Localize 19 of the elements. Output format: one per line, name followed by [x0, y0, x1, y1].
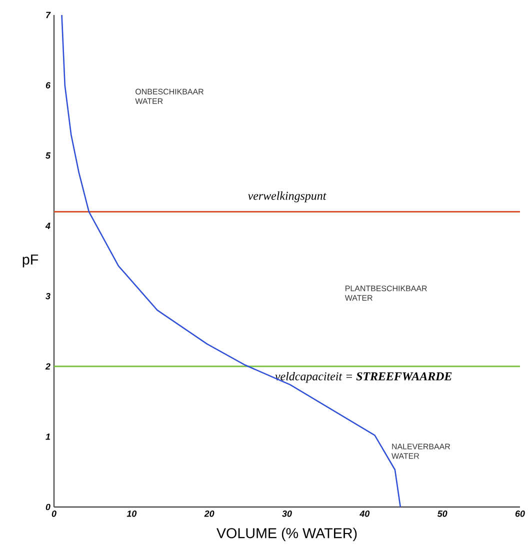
- x-tick-label: 0: [52, 510, 56, 517]
- y-tick-label: 7: [46, 12, 51, 18]
- y-tick-label: 1: [46, 434, 50, 440]
- y-tick-label: 0: [46, 504, 50, 510]
- ref-line-label: verwelkingspunt: [248, 191, 326, 202]
- y-tick-label: 4: [45, 222, 50, 229]
- x-tick-label: 40: [360, 510, 370, 517]
- y-tick-label: 2: [45, 363, 50, 370]
- x-tick-label: 60: [515, 510, 525, 517]
- x-tick-label: 50: [437, 510, 448, 517]
- x-tick-label: 20: [204, 510, 214, 517]
- y-tick-label: 6: [46, 82, 51, 88]
- y-tick-label: 5: [46, 152, 51, 159]
- x-axis-title: VOLUME (% WATER): [216, 528, 357, 542]
- y-tick-label: 3: [46, 292, 50, 300]
- ref-line-label: veldcapaciteit = STREEFWAARDE: [275, 372, 452, 383]
- y-axis-title: pF: [22, 254, 38, 268]
- x-tick-label: 30: [282, 510, 292, 517]
- x-tick-label: 10: [126, 510, 137, 517]
